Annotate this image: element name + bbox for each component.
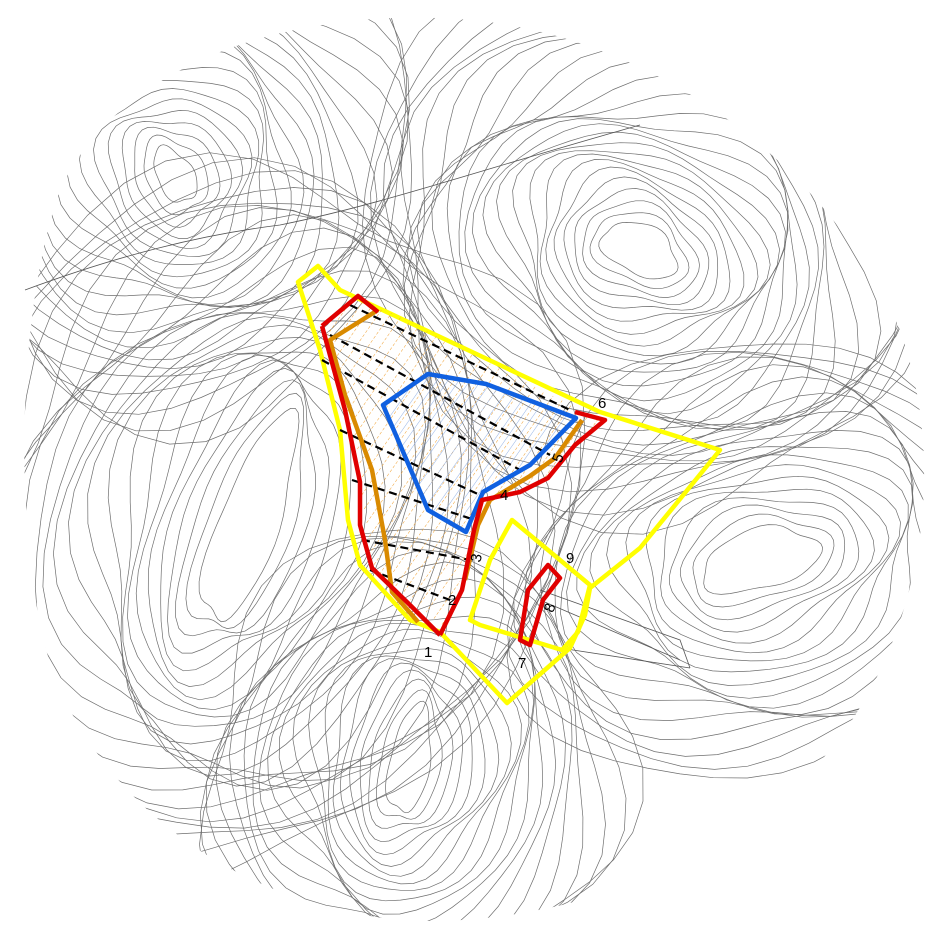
contour-line (513, 143, 780, 364)
contour-line (67, 80, 264, 276)
contour-line (646, 476, 889, 653)
contour-line (497, 132, 786, 372)
contour-line (340, 659, 485, 867)
contour-line (199, 408, 299, 621)
section-label: 1 (424, 644, 432, 661)
contour-line (607, 455, 909, 672)
contour-line (661, 489, 875, 643)
section-label: 6 (598, 395, 606, 412)
section-label: 7 (518, 655, 526, 672)
contour-line (704, 525, 823, 595)
contour-line (154, 145, 197, 202)
section-label: 8 (541, 601, 560, 615)
contour-line (0, 153, 585, 898)
contour-line (669, 498, 858, 632)
contour-line (325, 649, 511, 884)
contour-line (244, 562, 565, 945)
contour-line (176, 380, 316, 636)
contour-line (369, 679, 453, 828)
contour-line (564, 177, 718, 310)
contour-line (259, 597, 543, 937)
contour-line (465, 114, 797, 414)
contour-line (386, 701, 432, 813)
contour-line (49, 50, 291, 298)
contour-line (350, 663, 473, 855)
contour-line (186, 393, 304, 628)
contour-line (693, 514, 834, 607)
contour-line (575, 188, 709, 304)
contour-line (0, 158, 581, 868)
contour-line (626, 465, 901, 661)
contour-line (168, 368, 330, 653)
section-label: 2 (448, 592, 456, 609)
section-label: 9 (566, 550, 574, 567)
contour-line (11, 0, 339, 333)
section-label: 4 (500, 487, 508, 504)
contour-line (567, 411, 929, 708)
contour-line (144, 135, 208, 215)
